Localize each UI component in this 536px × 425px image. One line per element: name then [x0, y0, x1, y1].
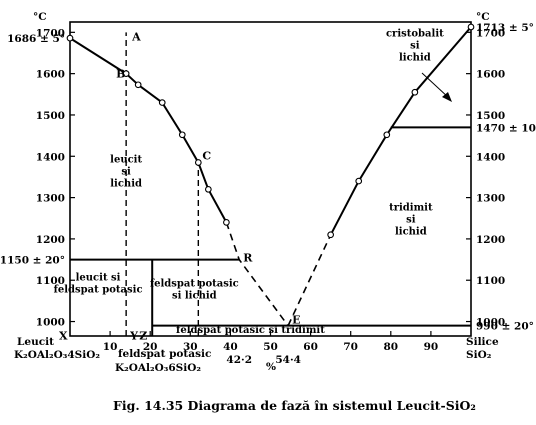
x-ticks: 10 20 30 40 50 60 70 80 90 42·2 54·4	[103, 331, 438, 366]
x-tick-label: 90	[424, 341, 439, 353]
point-label-z: Z	[139, 330, 147, 343]
data-point-marker	[178, 131, 186, 139]
metastable-liquidus-line	[225, 222, 289, 327]
region-label: lichid	[399, 53, 431, 64]
y-tick-label-left: 1500	[36, 110, 65, 122]
data-point-marker	[66, 34, 74, 42]
point-label-c: C	[202, 149, 211, 162]
y-tick-label-left: 1600	[36, 69, 65, 81]
y-tick-label-left: 1700	[36, 27, 65, 39]
y-tick-label-left: 1200	[36, 234, 65, 246]
x-tick-label: 70	[343, 341, 358, 353]
region-label: si lichid	[172, 290, 217, 301]
data-point-marker	[204, 185, 212, 193]
y-tick-label-right: 1600	[476, 69, 505, 81]
temperature-label: 1470 ± 10°	[476, 122, 536, 134]
mid-component-label: feldspat potasic	[118, 348, 211, 360]
point-label-e: E	[292, 314, 300, 327]
horizontal-lines	[70, 126, 471, 327]
x-tick-label: 10	[103, 341, 118, 353]
data-point-marker	[467, 23, 475, 31]
data-markers	[66, 23, 475, 239]
region-label: cristobalit	[386, 29, 444, 40]
region-label: si	[406, 214, 416, 225]
y-tick-label-right: 1200	[476, 234, 505, 246]
y-ticks-left: 1000 1100 1200 1300 1400 1500 1600 1700	[36, 27, 75, 329]
region-label: leucit	[110, 155, 142, 166]
point-labels: A B C R E X Y Z	[59, 30, 301, 342]
region-label: lichid	[395, 226, 427, 237]
data-point-marker	[158, 99, 166, 106]
temperature-label: 1150 ± 20°	[0, 255, 65, 267]
right-endpoint-label: Silice	[466, 336, 499, 348]
y-tick-label-left: 1100	[36, 275, 65, 287]
point-label-b: B	[116, 68, 125, 81]
x-tick-label: 20	[143, 341, 158, 353]
vertical-lines	[125, 32, 200, 336]
x-tick-label: 80	[383, 341, 398, 353]
right-endpoint-formula: SiO₂	[466, 349, 492, 361]
temperature-label: 990 ± 20°	[476, 321, 534, 333]
data-point-marker	[411, 88, 419, 96]
y-unit-left: °C	[33, 11, 47, 23]
y-ticks-right: 1000 1100 1200 1300 1400 1500 1600 1700	[466, 27, 505, 329]
temperature-labels: 1686 ± 5° 1150 ± 20° 1713 ± 5° 1470 ± 10° 99…	[0, 22, 536, 333]
data-point-marker	[122, 70, 130, 77]
y-tick-label-right: 1400	[476, 151, 505, 163]
y-tick-label-right: 1100	[476, 275, 505, 287]
data-point-marker	[327, 231, 335, 239]
eutectic-branch-line	[287, 234, 332, 327]
figure-caption: Fig. 14.35 Diagrama de fază în sistemul …	[113, 398, 476, 413]
region-label: tridimit	[389, 202, 433, 213]
x-tick-label: 60	[303, 341, 318, 353]
y-tick-label-left: 1300	[36, 193, 65, 205]
y-tick-label-right: 1000	[476, 317, 505, 329]
data-point-marker	[194, 159, 202, 166]
cristobalite-arrow	[421, 72, 452, 102]
x-tick-label: 40	[223, 341, 238, 353]
point-label-r: R	[243, 252, 253, 265]
left-endpoint-formula: K₂OAl₂O₃4SiO₂	[14, 349, 100, 361]
temperature-label: 1686 ± 5°	[7, 33, 65, 45]
y-tick-label-right: 1500	[476, 110, 505, 122]
point-label-y: Y	[129, 330, 138, 343]
data-point-marker	[223, 219, 230, 226]
region-label: feldspat potasic	[54, 284, 143, 295]
region-label: si	[410, 41, 420, 52]
y-unit-right: °C	[476, 11, 490, 23]
data-point-marker	[355, 177, 363, 185]
region-label: si	[121, 167, 131, 178]
region-label: lichid	[110, 179, 142, 190]
mid-component-formula: K₂OAl₂O₃6SiO₂	[115, 362, 201, 374]
left-endpoint-label: Leucit	[17, 336, 54, 348]
x-special-label: 54·4	[275, 354, 301, 366]
x-unit-label: %	[266, 361, 276, 373]
data-point-marker	[383, 131, 391, 139]
region-label: leucit si	[76, 272, 121, 283]
x-tick-label: 50	[263, 341, 278, 353]
data-point-marker	[134, 81, 142, 89]
temperature-label: 1713 ± 5°	[476, 22, 534, 34]
point-label-x: X	[59, 330, 68, 343]
y-tick-label-left: 1400	[36, 151, 65, 163]
point-label-a: A	[131, 30, 141, 43]
x-special-label: 42·2	[226, 354, 252, 366]
x-tick-label: 30	[183, 341, 198, 353]
y-tick-label-right: 1700	[476, 27, 505, 39]
region-label: feldspat potasic	[150, 278, 239, 289]
leucite-liquidus-line	[69, 37, 228, 223]
y-tick-label-left: 1000	[36, 317, 65, 329]
y-tick-label-right: 1300	[476, 193, 505, 205]
region-label: feldspat potasic si tridimit	[176, 325, 325, 336]
